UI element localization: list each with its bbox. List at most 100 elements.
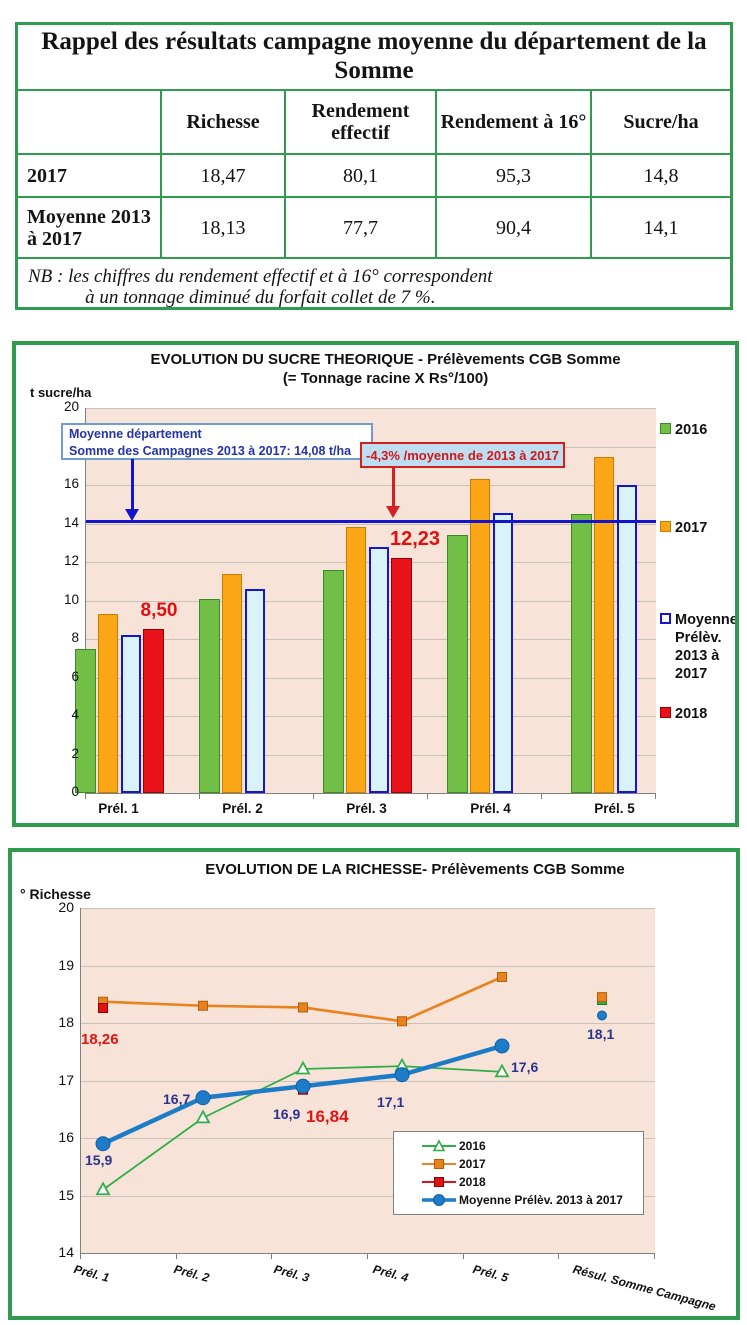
legend-label-2016: 2016 [675,422,708,438]
bar-2017-prél.-3 [345,527,367,793]
bar-x-tick [85,794,86,799]
line-gridline [81,1080,655,1082]
legend-label-2017: 2017 [675,520,708,536]
line-x-tick [558,1254,560,1259]
table-row-label-moyenne: Moyenne 2013 à 2017 [18,198,160,257]
line-y-tick-label: 19 [58,956,74,973]
bar-x-category-label: Prél. 1 [98,801,139,816]
line-legend-marker-icon [422,1159,456,1169]
line-legend-label: 2017 [459,1157,486,1171]
bar-x-category-label: Prél. 5 [594,801,635,816]
bar-y-tick-label: 2 [71,745,79,761]
line-y-tick-label: 17 [58,1071,74,1088]
bar-y-tick-label: 4 [71,707,79,722]
line-y-tick-label: 18 [58,1014,74,1030]
line-legend-row-moyenne-prélèv.-2013-à-2017: Moyenne Prélèv. 2013 à 2017 [421,1191,643,1209]
line-x-tick [654,1254,655,1259]
bar-gridline [86,485,656,486]
line-x-tick [271,1254,273,1259]
table-cell: 95,3 [437,155,590,196]
table-header-rendement-effectif: Rendement effectif [286,91,435,153]
line-legend-row-2018: 2018 [421,1173,643,1191]
line-chart-legend: 2016 2017 2018 Moyenne Prélèv. 2013 à 2017 [393,1131,644,1215]
line-legend-label: 2016 [459,1139,486,1153]
bar-x-tick [541,794,542,799]
line-x-tick [175,1254,177,1259]
line-y-tick-label: 15 [58,1186,74,1203]
legend-label-2018: 2018 [675,706,708,722]
bar-x-tick [427,794,428,799]
line-x-category-label: Prél. 2 [172,1262,211,1285]
line-gridline [81,965,655,967]
line-series-canvas [95,972,607,1196]
line-gridline [81,1138,655,1139]
bar-moyenne-prélèv.-2013-à-2017-prél.-5 [616,485,637,793]
bar-value-label-850: 8,50 [140,600,178,621]
bar-2016-prél.-3 [323,569,344,793]
bar-2018-prél.-1 [143,629,164,793]
table-header-sucre-ha: Sucre/ha [592,91,730,153]
line-legend-label: Moyenne Prélèv. 2013 à 2017 [459,1193,623,1207]
bar-chart-subtitle: (= Tonnage racine X Rs°/100) [282,370,489,387]
line-y-tick-label: 14 [58,1244,74,1260]
legend-marker-moyenne-prélèv.-2013-à-2017 [660,613,671,624]
point-label-15-9: 15,9 [85,1151,113,1168]
bar-chart-title: EVOLUTION DU SUCRE THEORIQUE - Prélèveme… [150,351,621,368]
line-x-category-label: Prél. 5 [471,1262,510,1285]
line-y-tick-label: 20 [58,899,74,915]
point-label-16-7: 16,7 [163,1090,191,1107]
ref-annotation-box: Moyenne département Somme des Campagnes … [61,423,373,460]
table-cell: 14,8 [592,155,730,196]
bar-x-tick [199,794,200,799]
bar-y-tick-label: 8 [71,630,79,645]
blue-arrow-down-icon [125,509,139,521]
line-gridline [81,1195,655,1197]
table-note: NB : les chiffres du rendement effectif … [18,259,730,313]
reference-line-1408 [86,520,656,524]
bar-2017-prél.-1 [97,613,119,793]
bar-x-category-label: Prél. 3 [346,801,387,816]
line-x-tick [367,1254,368,1259]
sucre-theorique-bar-chart-panel: EVOLUTION DU SUCRE THEORIQUE - Prélèveme… [12,341,739,827]
table-header-richesse: Richesse [162,91,284,153]
bar-y-tick-label: 10 [63,591,79,607]
bar-2016-prél.-5 [571,513,592,793]
results-table-panel: Rappel des résultats campagne moyenne du… [15,22,733,313]
bar-moyenne-prélèv.-2013-à-2017-prél.-1 [120,635,141,793]
line-legend-marker-icon [422,1177,456,1187]
bar-gridline [86,408,656,409]
legend-marker-2018 [660,707,671,718]
bar-plot-area [75,408,656,794]
table-cell: 77,7 [286,198,435,257]
results-table: Rappel des résultats campagne moyenne du… [18,25,730,313]
bar-2017-prél.-4 [469,479,491,793]
line-x-tick [80,1254,81,1259]
table-header-empty [18,91,160,153]
ref-annotation-line1: Moyenne département [69,427,202,441]
point-label-17-1: 17,1 [377,1093,405,1110]
legend-marker-2016 [660,423,671,434]
line-x-category-label: Prél. 3 [272,1262,311,1285]
line-x-category-label: Résul. Somme Campagne [571,1262,718,1314]
bar-x-category-label: Prél. 4 [470,801,511,816]
point-label-16-84: 16,84 [306,1106,349,1126]
table-title: Rappel des résultats campagne moyenne du… [18,25,730,89]
legend-label-moyenne-prélèv.-2013-à-2017: Moyenne Prélèv. 2013 à 2017 [675,612,738,683]
bar-y-tick-label: 20 [63,399,79,414]
line-legend-marker-icon [422,1139,456,1152]
bar-moyenne-prélèv.-2013-à-2017-prél.-3 [368,546,389,793]
point-label-17-6: 17,6 [511,1059,539,1075]
bar-x-category-label: Prél. 2 [222,801,263,816]
delta-annotation-box: -4,3% /moyenne de 2013 à 2017 [360,442,565,468]
bar-2016-prél.-1 [75,648,96,793]
bar-moyenne-prélèv.-2013-à-2017-prél.-2 [244,588,265,793]
line-x-category-label: Prél. 1 [72,1262,111,1285]
table-cell: 18,13 [162,198,284,257]
red-arrow-stem [392,468,395,508]
bar-x-tick [655,794,656,799]
line-y-axis-label: ° Richesse [20,886,91,902]
table-cell: 18,47 [162,155,284,196]
bar-y-tick-label: 16 [63,476,79,491]
line-legend-row-2017: 2017 [421,1155,643,1173]
